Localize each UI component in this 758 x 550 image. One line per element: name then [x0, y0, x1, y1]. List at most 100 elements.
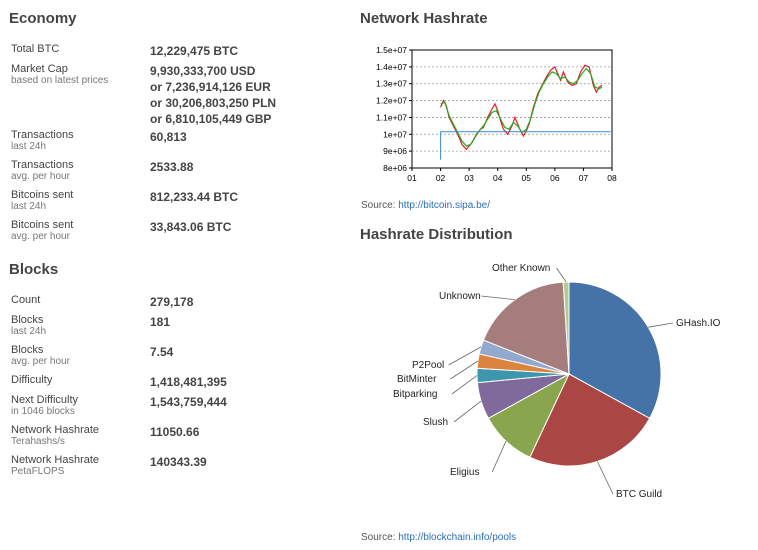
pie-slice	[482, 281, 570, 375]
series-line-1	[440, 67, 603, 147]
pie-slice-label: Slush	[423, 417, 448, 428]
stat-value: 60,813	[150, 129, 187, 145]
stat-value-line: or 7,236,914,126 EUR	[150, 80, 271, 94]
pie-leader-line	[448, 346, 482, 366]
pie-slice-label: Bitparking	[393, 389, 437, 400]
stat-label: Blocks avg. per hour	[11, 344, 70, 368]
stat-sublabel: last 24h	[11, 326, 47, 337]
stat-label: Bitcoins sent avg. per hour	[11, 219, 73, 243]
stat-value: 11050.66	[150, 424, 199, 440]
stat-value-line: 2533.88	[150, 160, 194, 174]
stat-sublabel: in 1046 blocks	[11, 406, 75, 417]
pie-leader-line	[451, 375, 478, 395]
stat-label-text: Network Hashrate	[11, 454, 100, 466]
pie-slice	[568, 281, 662, 419]
pie-slice-label: Unknown	[439, 291, 481, 302]
stat-label: Network Hashrate PetaFLOPS	[11, 454, 99, 478]
y-tick-label: 8e+06	[383, 163, 407, 173]
stat-sublabel: avg. per hour	[11, 171, 70, 182]
x-tick-label: 05	[522, 173, 532, 183]
stat-label-text: Market Cap	[11, 63, 68, 75]
pie-slice-label: Other Known	[492, 263, 550, 274]
stat-label: Bitcoins sent last 24h	[11, 189, 73, 213]
stat-label-text: Bitcoins sent	[11, 219, 74, 231]
stat-label-text: Blocks	[11, 314, 44, 326]
stat-value-line: 181	[150, 315, 171, 329]
blocks-heading: Blocks	[9, 261, 59, 278]
stat-label-text: Network Hashrate	[11, 424, 100, 436]
bitcoin-sipa-link[interactable]: http://bitcoin.sipa.be/	[398, 200, 490, 211]
blockchain-pools-link[interactable]: http://blockchain.info/pools	[398, 532, 517, 543]
pie-leader-line	[556, 267, 567, 283]
economy-stats: Total BTC 12,229,475 BTC Market Cap based o…	[11, 43, 341, 253]
pie-leader-line	[648, 322, 674, 328]
stat-value: 1,418,481,395	[150, 374, 227, 390]
stat-value: 7.54	[150, 344, 173, 360]
pie-slice	[562, 281, 570, 375]
y-tick-label: 1.4e+07	[376, 62, 407, 72]
stat-sublabel: based on latest prices	[11, 75, 109, 86]
y-tick-label: 1.5e+07	[376, 45, 407, 55]
pie-slice-label: GHash.IO	[676, 318, 721, 329]
y-tick-label: 1.2e+07	[376, 96, 407, 106]
stat-value: 1,543,759,444	[150, 394, 227, 410]
stat-label: Market Cap based on latest prices	[11, 63, 108, 87]
stat-value: 9,930,333,700 USD or 7,236,914,126 EUR or …	[150, 63, 276, 127]
x-tick-label: 07	[579, 173, 589, 183]
stat-sublabel: last 24h	[11, 141, 47, 152]
stat-label: Difficulty	[11, 374, 52, 386]
x-tick-label: 02	[436, 173, 446, 183]
x-tick-label: 01	[407, 173, 417, 183]
y-tick-label: 1.1e+07	[376, 112, 407, 122]
pie-slice-label: P2Pool	[412, 360, 444, 371]
stat-value: 33,843.06 BTC	[150, 219, 231, 235]
stat-label-text: Count	[11, 294, 41, 306]
stat-value-line: 11050.66	[150, 425, 200, 439]
stat-value-line: or 30,206,803,250 PLN	[150, 96, 277, 110]
stat-value-line: or 6,810,105,449 GBP	[150, 112, 272, 126]
stat-label: Count	[11, 294, 40, 306]
stat-label: Total BTC	[11, 43, 59, 55]
pie-slice-label: BitMinter	[397, 374, 437, 385]
stat-value: 279,178	[150, 294, 193, 310]
stat-label: Transactions avg. per hour	[11, 159, 74, 183]
stat-sublabel: PetaFLOPS	[11, 466, 65, 477]
hashrate-distribution-heading: Hashrate Distribution	[360, 226, 513, 243]
stat-label: Transactions last 24h	[11, 129, 74, 153]
stat-value-line: 1,418,481,395	[150, 375, 227, 389]
stat-label: Network Hashrate Terahashs/s	[11, 424, 99, 448]
stat-value-line: 812,233.44 BTC	[150, 190, 239, 204]
network-hashrate-chart: 8e+06 9e+06 1e+07 1.1e+07 1.2e+07 1.3e+07 1.4e…	[376, 45, 617, 183]
blocks-stats: Count 279,178 Blocks last 24h 181 Blocks avg. …	[11, 294, 341, 484]
y-tick-label: 1.3e+07	[376, 79, 407, 89]
x-tick-label: 08	[607, 173, 617, 183]
x-tick-label: 04	[493, 173, 503, 183]
stat-value-line: 279,178	[150, 295, 194, 309]
hashrate-distribution-pie: GHash.IO BTC Guild Eligius Slush Bitparking B…	[393, 263, 721, 500]
y-tick-label: 1e+07	[383, 129, 407, 139]
stat-label: Blocks last 24h	[11, 314, 46, 338]
stat-label-text: Transactions	[11, 159, 74, 171]
stat-label-text: Transactions	[11, 129, 74, 141]
stat-value-line: 60,813	[150, 130, 187, 144]
hashrate-distribution-source: Source: http://blockchain.info/pools	[361, 532, 516, 543]
stat-value: 812,233.44 BTC	[150, 189, 238, 205]
stat-value-line: 7.54	[150, 345, 174, 359]
stat-label-text: Bitcoins sent	[11, 189, 74, 201]
stat-sublabel: avg. per hour	[11, 231, 70, 242]
pie-leader-line	[491, 440, 507, 473]
stat-value: 12,229,475 BTC	[150, 43, 238, 59]
pie-leader-line	[597, 461, 614, 495]
stat-value-line: 12,229,475 BTC	[150, 44, 239, 58]
pie-slice-label: Eligius	[450, 467, 479, 478]
stat-label-text: Difficulty	[11, 374, 53, 386]
stat-value: 140343.39	[150, 454, 207, 470]
y-tick-label: 9e+06	[383, 146, 407, 156]
stat-sublabel: Terahashs/s	[11, 436, 65, 447]
stat-value-line: 140343.39	[150, 455, 207, 469]
stat-value-line: 33,843.06 BTC	[150, 220, 232, 234]
network-hashrate-source: Source: http://bitcoin.sipa.be/	[361, 200, 490, 211]
series-line-2	[440, 131, 611, 160]
stat-value-line: 9,930,333,700 USD	[150, 64, 256, 78]
pie-slice-label: BTC Guild	[616, 489, 662, 500]
